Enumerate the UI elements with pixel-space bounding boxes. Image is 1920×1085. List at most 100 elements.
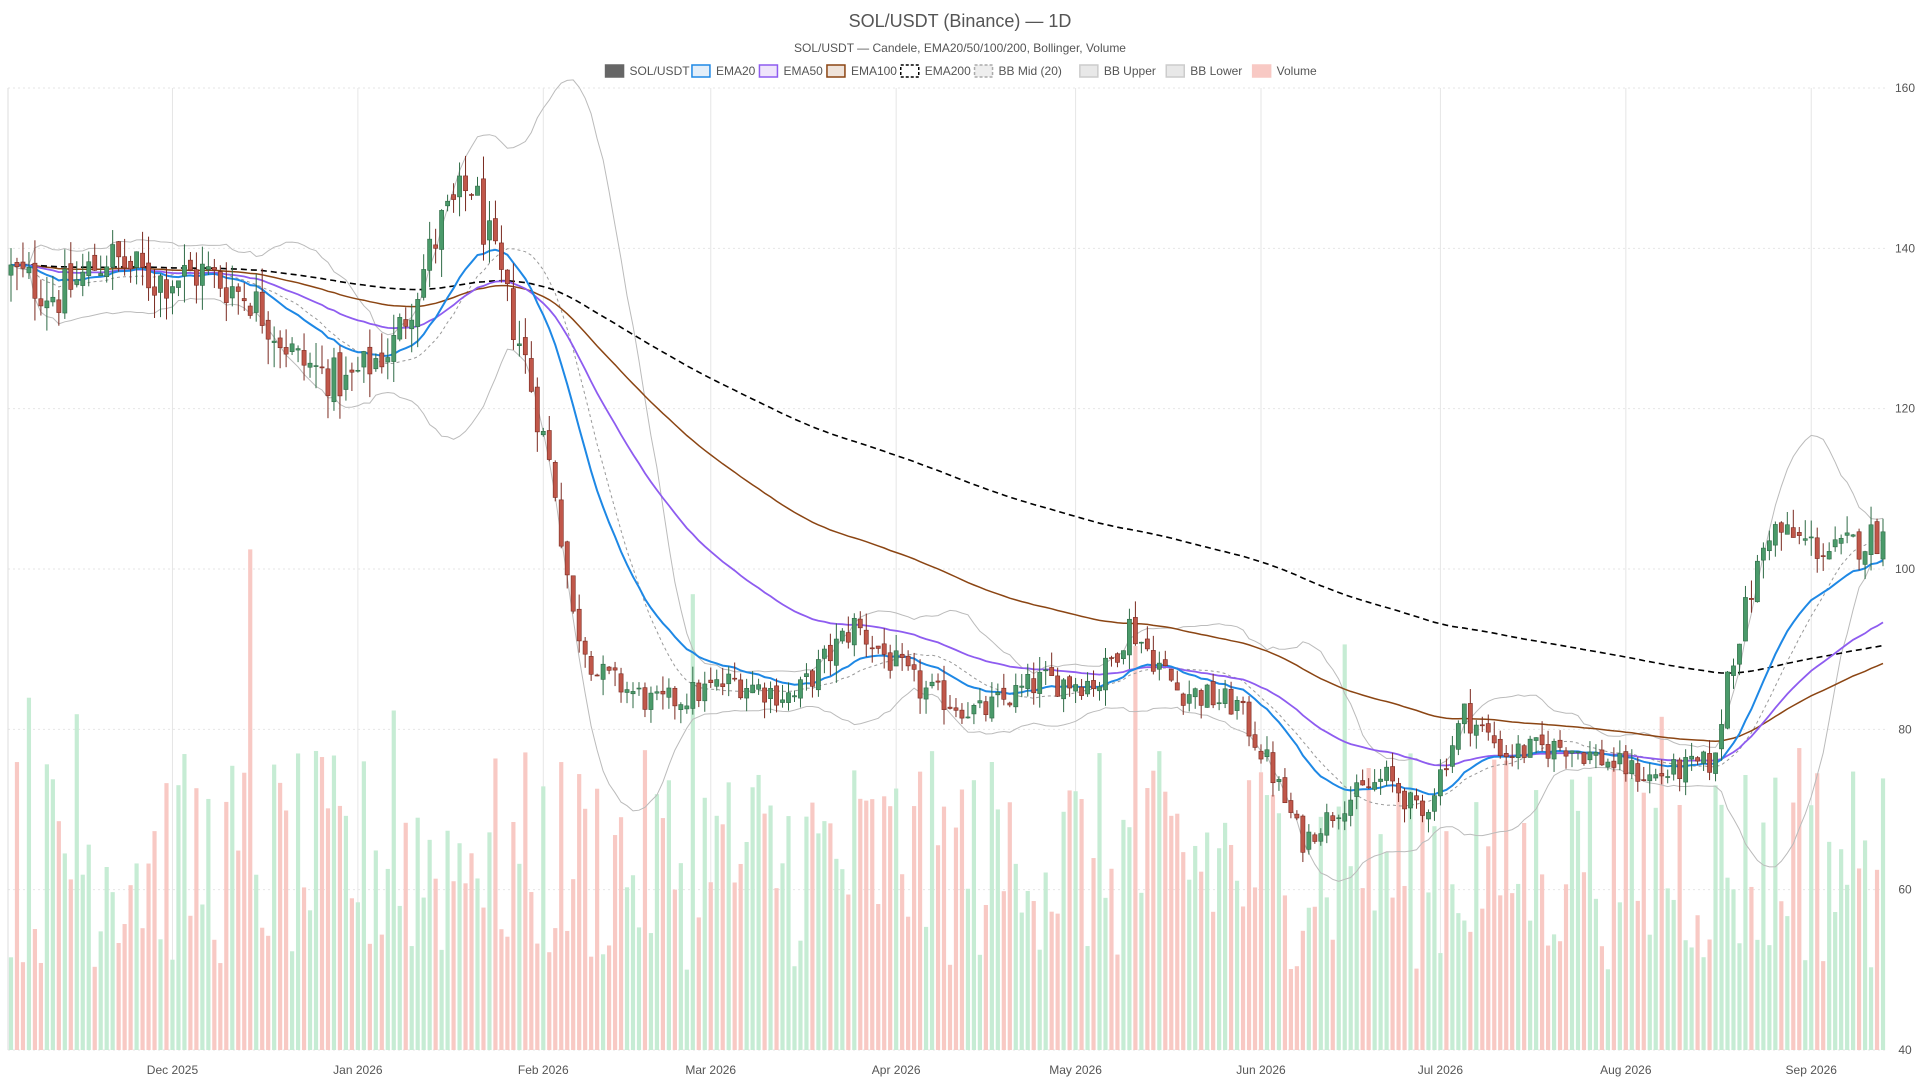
- candle-body: [1599, 749, 1605, 766]
- candle: [481, 156, 486, 261]
- candle: [1103, 648, 1108, 706]
- candle-body: [134, 251, 139, 268]
- candle-body: [1743, 597, 1748, 642]
- candle: [433, 228, 439, 264]
- candle: [684, 693, 690, 714]
- ema20-line: [10, 248, 1884, 796]
- candle-body: [337, 352, 343, 397]
- candle: [804, 663, 809, 691]
- volume-bar: [959, 789, 965, 1050]
- volume-bar: [1145, 788, 1150, 1050]
- candle-body: [1749, 598, 1754, 600]
- candle: [971, 703, 977, 725]
- candle-body: [678, 704, 684, 711]
- candle: [1073, 677, 1078, 703]
- volume-bar: [379, 934, 384, 1050]
- candle: [1055, 667, 1061, 698]
- candle: [1856, 528, 1862, 571]
- candle-body: [80, 271, 86, 286]
- volume-bar: [612, 835, 618, 1050]
- candle-body: [1545, 744, 1551, 759]
- candle: [1485, 714, 1491, 741]
- candle: [1426, 809, 1431, 833]
- candle: [1695, 756, 1700, 766]
- candle: [158, 273, 163, 318]
- candle-body: [1091, 680, 1096, 690]
- legend-item[interactable]: SOL/USDT: [604, 64, 691, 78]
- candle: [469, 193, 474, 200]
- volume-bar: [1432, 826, 1437, 1050]
- candle: [493, 200, 498, 245]
- candle-body: [995, 692, 1001, 696]
- volume-bar: [1486, 846, 1491, 1050]
- candle: [1043, 661, 1049, 686]
- volume-bar: [535, 943, 540, 1050]
- candle: [1162, 650, 1168, 667]
- candle-body: [313, 365, 319, 367]
- candle: [983, 695, 989, 722]
- candle-body: [798, 679, 803, 699]
- legend-item[interactable]: BB Mid (20): [973, 64, 1062, 78]
- volume-bar: [1378, 834, 1383, 1050]
- candle: [810, 669, 815, 698]
- candle-body: [1079, 686, 1084, 696]
- candle: [1150, 635, 1156, 675]
- candle-body: [666, 687, 672, 698]
- candle-body: [20, 261, 26, 269]
- legend-item[interactable]: Volume: [1251, 64, 1317, 78]
- candle: [331, 347, 337, 411]
- bb-upper-line: [10, 79, 1884, 767]
- candle: [1772, 521, 1778, 557]
- legend-item[interactable]: BB Upper: [1079, 64, 1156, 78]
- candle: [241, 282, 247, 311]
- volume-bar: [995, 809, 1000, 1050]
- legend-item[interactable]: EMA50: [758, 64, 823, 78]
- legend-item[interactable]: BB Lower: [1165, 64, 1242, 78]
- ema100-line: [11, 264, 1884, 742]
- legend-item[interactable]: EMA200: [900, 64, 971, 78]
- candle: [361, 350, 367, 383]
- volume-bar: [888, 806, 893, 1050]
- candle-body: [50, 296, 56, 303]
- volume-bar: [870, 799, 875, 1050]
- volume-bar: [1031, 901, 1036, 1050]
- candle-body: [792, 695, 797, 698]
- legend[interactable]: SOL/USDT EMA20 EMA50 EMA100 EMA200 BB Mid (20…: [604, 64, 1317, 78]
- candle: [499, 225, 504, 283]
- candle: [439, 209, 445, 277]
- legend-item[interactable]: EMA20: [691, 64, 756, 78]
- candle: [648, 686, 654, 723]
- candle: [1629, 749, 1635, 780]
- candle-body: [738, 679, 744, 699]
- candle-body: [235, 286, 241, 292]
- candle-body: [1019, 685, 1025, 688]
- candle-body: [188, 259, 193, 271]
- candle: [367, 329, 373, 398]
- candle: [391, 314, 397, 383]
- volume-bar: [965, 888, 971, 1050]
- candle-body: [1820, 555, 1826, 557]
- volume-bar: [1121, 819, 1126, 1050]
- candle: [1091, 670, 1096, 697]
- candle: [1880, 518, 1886, 567]
- candle: [1270, 741, 1276, 797]
- volume-bar: [74, 714, 79, 1050]
- candle-body: [1246, 701, 1252, 737]
- volume-bar: [499, 929, 504, 1050]
- legend-swatch: [973, 64, 994, 78]
- candle: [1503, 744, 1509, 766]
- candle: [1766, 530, 1772, 561]
- candle: [923, 680, 929, 714]
- legend-item[interactable]: EMA100: [826, 64, 897, 78]
- volume-bar: [1833, 911, 1838, 1050]
- candle: [1396, 777, 1401, 803]
- volume-bar: [684, 969, 689, 1050]
- candle-body: [1306, 831, 1312, 850]
- candle: [80, 253, 86, 297]
- volume-bar: [1091, 858, 1096, 1050]
- candle: [1784, 511, 1790, 535]
- candle: [1868, 506, 1874, 571]
- candle: [1324, 803, 1330, 844]
- volume-bar: [1217, 848, 1222, 1050]
- volume-bar: [1659, 716, 1664, 1050]
